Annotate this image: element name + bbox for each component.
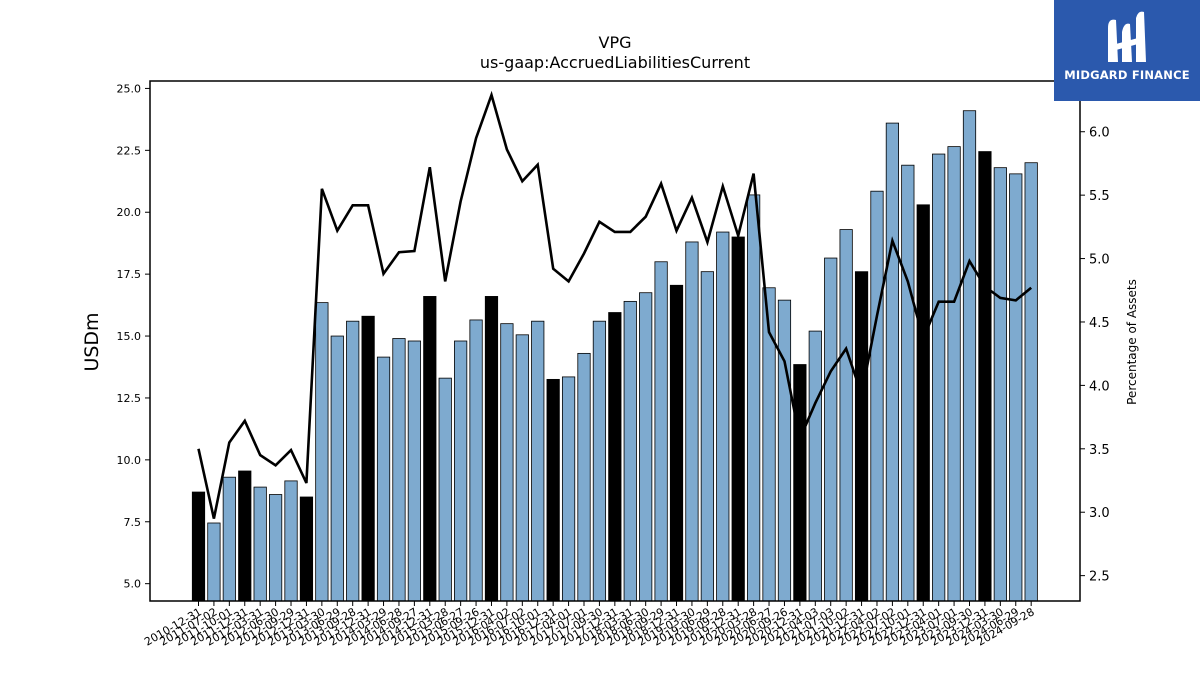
bar-2023-09-30 [962,110,977,602]
bar-2022-04-02 [870,190,884,602]
bar-2019-06-29 [700,271,714,602]
bar-2016-04-02 [500,323,514,602]
bar-2019-09-28 [716,231,730,602]
chart-subtitle: us-gaap:AccruedLiabilitiesCurrent [480,53,750,72]
y-tick-label: 15.0 [117,330,142,343]
bar-2022-12-31 [916,204,930,602]
bar-2021-10-02 [839,229,853,602]
bar-2020-09-26 [777,299,792,602]
bar-2021-12-31 [854,271,869,602]
bar-2018-09-29 [654,261,668,602]
bar-2013-12-31 [361,315,375,602]
bar-2016-12-31 [546,378,560,602]
bar-2011-10-01 [222,476,236,602]
y-tick-label: 25.0 [117,82,142,95]
bar-series [191,110,1038,602]
y-axis-label: USDm [81,312,103,371]
bar-2023-12-31 [978,151,992,602]
bar-2015-03-28 [438,377,452,602]
y-tick-label: 20.0 [117,206,142,219]
brand-name: MIDGARD FINANCE [1064,68,1190,82]
bar-2021-07-03 [824,257,838,602]
y-tick-label: 7.5 [124,516,142,529]
bar-2011-12-31 [238,470,252,602]
bar-2013-09-28 [346,320,360,602]
bar-2012-06-30 [268,494,283,602]
bar-2014-12-31 [423,296,437,602]
bar-2017-07-01 [577,352,591,602]
y2-tick-label: 6.0 [1089,126,1110,141]
bar-2014-03-29 [376,356,391,602]
bar-2010-12-31 [191,491,206,602]
bar-2013-06-29 [330,335,344,602]
bar-2024-03-30 [993,167,1007,602]
bar-2016-07-02 [515,334,529,602]
y-tick-label: 17.5 [117,268,142,281]
bar-2024-09-28 [1024,162,1038,602]
bar-2018-12-31 [669,284,684,602]
bar-2015-06-27 [454,340,468,602]
bar-2020-12-31 [793,364,807,602]
chart-title: VPG [599,33,632,52]
y2-tick-label: 5.5 [1089,189,1110,204]
y-tick-label: 5.0 [124,578,142,591]
y2-tick-label: 3.0 [1089,506,1110,521]
bar-2017-09-30 [592,320,607,602]
bar-2018-06-30 [639,292,653,602]
bar-2017-04-01 [561,376,576,602]
line-series [197,90,1033,519]
bar-2012-03-31 [253,486,267,602]
bar-2021-04-03 [808,330,822,602]
bar-2020-03-28 [747,194,761,602]
y-tick-label: 10.0 [117,454,142,467]
bar-2012-09-29 [284,480,298,602]
bar-2022-10-01 [901,164,915,602]
bar-2022-07-02 [885,122,900,602]
y2-tick-label: 2.5 [1089,570,1110,585]
bar-2015-09-26 [469,319,483,602]
y-tick-label: 22.5 [117,144,142,157]
y2-tick-label: 4.0 [1089,379,1110,394]
y2-tick-label: 3.5 [1089,443,1110,458]
bar-2015-12-31 [484,296,499,602]
brand-logo: MIDGARD FINANCE [1054,0,1200,101]
y2-tick-label: 5.0 [1089,253,1110,268]
axes: 5.0 7.5 10.0 12.5 15.0 17.5 20.0 22.5 25.0 2.5 3.0… [117,80,1110,649]
bar-2018-03-31 [623,300,637,602]
bar-2014-06-28 [392,338,406,602]
bar-2023-04-01 [932,153,946,602]
bar-2024-06-29 [1009,173,1023,602]
bar-2016-10-01 [531,320,545,602]
y2-axis-label: Percentage of Assets [1125,279,1139,405]
percentage-line [197,90,1033,519]
bar-2019-12-31 [731,236,745,602]
bar-2013-03-30 [315,302,329,602]
y-tick-label: 12.5 [117,392,142,405]
bar-2017-12-31 [608,312,622,602]
midgard-logo-icon [1108,11,1146,63]
bar-2012-12-31 [299,496,314,602]
bar-2011-07-02 [207,522,221,602]
bar-2023-07-01 [947,146,961,602]
bar-2019-03-30 [685,241,699,602]
y2-tick-label: 4.5 [1089,316,1110,331]
bar-2014-09-27 [407,340,421,602]
